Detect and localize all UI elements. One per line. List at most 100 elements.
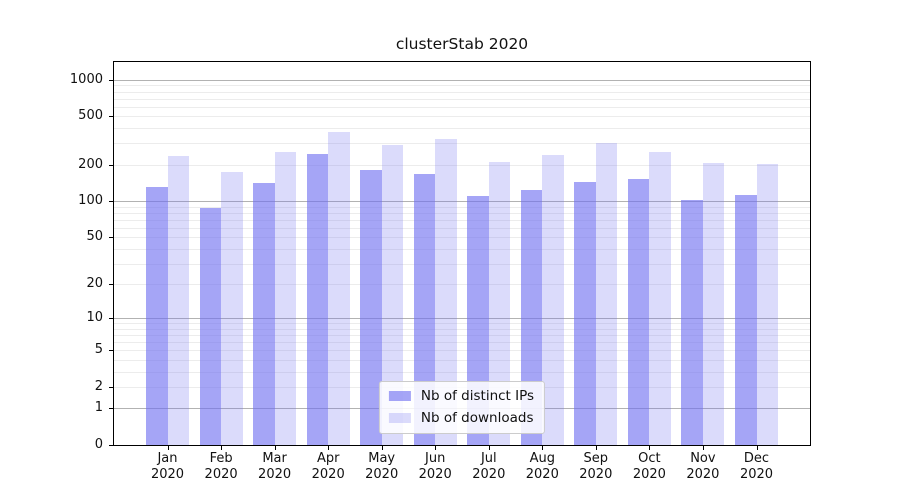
bar-distinct-ips bbox=[146, 187, 168, 445]
x-tick-label: May 2020 bbox=[365, 451, 399, 482]
gridline-minor bbox=[114, 328, 810, 330]
bar-distinct-ips bbox=[199, 207, 222, 445]
y-tick-label: 5 bbox=[94, 342, 103, 358]
y-tick-label: 50 bbox=[86, 229, 103, 245]
gridline-major bbox=[114, 79, 810, 81]
gridline-major bbox=[114, 318, 810, 320]
bar-downloads bbox=[488, 161, 511, 445]
x-tick-mark bbox=[435, 446, 437, 450]
gridline-minor bbox=[114, 284, 810, 286]
y-tick-mark bbox=[109, 284, 113, 286]
x-tick-label: Mar 2020 bbox=[258, 451, 292, 482]
gridline-major bbox=[114, 201, 810, 202]
bar-distinct-ips bbox=[360, 170, 382, 445]
x-tick-label: Nov 2020 bbox=[686, 451, 720, 482]
gridline-minor bbox=[114, 143, 810, 145]
bar-downloads bbox=[274, 151, 297, 445]
x-tick-label: Dec 2020 bbox=[739, 451, 774, 482]
bar-distinct-ips bbox=[574, 182, 596, 445]
y-tick-label: 1 bbox=[94, 400, 103, 416]
bar-downloads bbox=[328, 132, 350, 445]
y-tick-mark bbox=[109, 116, 113, 118]
x-tick-mark bbox=[542, 446, 544, 450]
gridline-minor bbox=[114, 371, 810, 373]
gridline-minor bbox=[114, 212, 810, 214]
x-tick-label: Apr 2020 bbox=[311, 451, 345, 482]
x-tick-mark bbox=[488, 446, 490, 450]
gridline-minor bbox=[114, 335, 810, 337]
gridline-minor bbox=[114, 219, 810, 221]
x-tick-mark bbox=[328, 446, 330, 450]
gridline-minor bbox=[114, 323, 810, 325]
bar-downloads bbox=[542, 155, 564, 445]
gridline-minor bbox=[114, 206, 810, 208]
plot-area: Nb of distinct IPs Nb of downloads bbox=[113, 61, 811, 446]
y-tick-label: 200 bbox=[78, 156, 103, 172]
legend-item-distinct-ips: Nb of distinct IPs bbox=[388, 388, 535, 404]
x-tick-mark bbox=[167, 446, 169, 450]
gridline-minor bbox=[114, 106, 810, 108]
legend-swatch-downloads bbox=[388, 413, 411, 423]
legend-label-downloads: Nb of downloads bbox=[420, 410, 534, 426]
bar-distinct-ips bbox=[681, 200, 703, 445]
bar-distinct-ips bbox=[627, 179, 650, 445]
gridline-minor bbox=[114, 248, 810, 250]
bar-downloads bbox=[649, 151, 671, 445]
y-tick-label: 2 bbox=[94, 378, 103, 394]
bar-downloads bbox=[381, 145, 404, 445]
y-tick-mark bbox=[109, 350, 113, 352]
y-tick-label: 20 bbox=[86, 276, 103, 292]
x-tick-label: Feb 2020 bbox=[204, 451, 238, 482]
x-tick-label: Oct 2020 bbox=[632, 451, 666, 482]
legend-swatch-distinct-ips bbox=[388, 391, 411, 401]
bar-downloads bbox=[756, 163, 778, 445]
x-tick-mark bbox=[756, 446, 758, 450]
chart-title: clusterStab 2020 bbox=[395, 35, 529, 53]
x-tick-label: Jun 2020 bbox=[418, 451, 452, 482]
gridline-minor bbox=[114, 227, 810, 229]
y-tick-label: 0 bbox=[94, 437, 103, 452]
y-tick-mark bbox=[109, 408, 113, 410]
gridline-minor bbox=[114, 263, 810, 265]
gridline-minor bbox=[114, 359, 810, 361]
gridline-minor bbox=[114, 342, 810, 344]
legend-label-distinct-ips: Nb of distinct IPs bbox=[420, 388, 535, 404]
x-tick-mark bbox=[274, 446, 276, 450]
gridline-minor bbox=[114, 164, 810, 166]
y-tick-mark bbox=[109, 201, 113, 202]
y-tick-mark bbox=[109, 445, 113, 446]
x-tick-mark bbox=[221, 446, 223, 450]
gridline-minor bbox=[114, 91, 810, 93]
legend: Nb of distinct IPs Nb of downloads bbox=[378, 381, 546, 434]
gridline-minor bbox=[114, 116, 810, 118]
x-tick-label: Sep 2020 bbox=[579, 451, 613, 482]
y-tick-label: 100 bbox=[78, 193, 103, 208]
x-tick-label: Jul 2020 bbox=[472, 451, 506, 482]
y-tick-mark bbox=[109, 237, 113, 239]
y-tick-mark bbox=[109, 318, 113, 320]
y-tick-mark bbox=[109, 164, 113, 166]
x-tick-label: Aug 2020 bbox=[525, 451, 559, 482]
legend-item-downloads: Nb of downloads bbox=[388, 410, 534, 426]
bar-downloads bbox=[167, 156, 189, 445]
y-tick-mark bbox=[109, 386, 113, 388]
y-tick-label: 10 bbox=[86, 310, 103, 326]
gridline-minor bbox=[114, 350, 810, 352]
x-tick-mark bbox=[649, 446, 651, 450]
bar-downloads bbox=[221, 171, 243, 445]
gridline-minor bbox=[114, 85, 810, 87]
bar-distinct-ips bbox=[253, 183, 275, 445]
x-tick-mark bbox=[381, 446, 383, 450]
bar-distinct-ips bbox=[735, 195, 757, 445]
y-tick-label: 500 bbox=[78, 108, 103, 124]
y-tick-label: 1000 bbox=[69, 71, 103, 87]
x-tick-label: Jan 2020 bbox=[150, 451, 185, 482]
gridline-minor bbox=[114, 128, 810, 130]
gridline-minor bbox=[114, 98, 810, 100]
x-tick-mark bbox=[595, 446, 597, 450]
bar-distinct-ips bbox=[306, 154, 329, 445]
bar-distinct-ips bbox=[413, 174, 436, 445]
bar-downloads bbox=[595, 143, 618, 445]
bar-downloads bbox=[435, 139, 457, 445]
